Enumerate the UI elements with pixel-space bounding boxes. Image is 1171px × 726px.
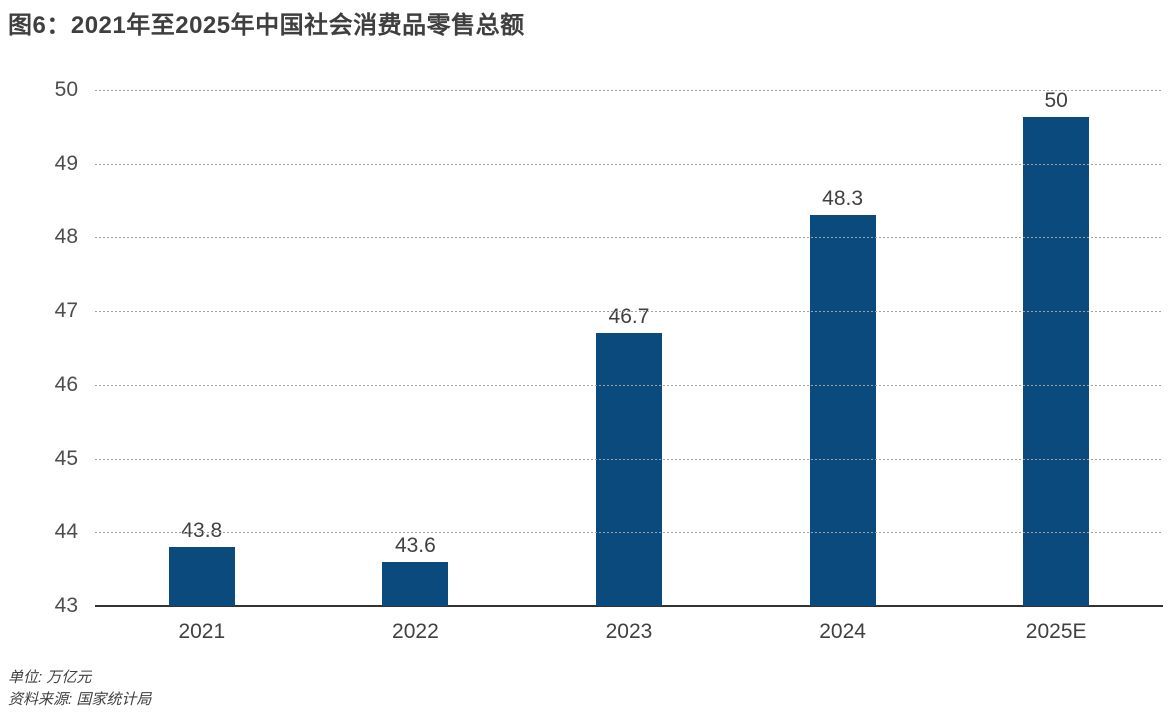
bars-row: 43.8 43.6 46.7 48.3 50 <box>95 90 1163 606</box>
chart-title: 图6：2021年至2025年中国社会消费品零售总额 <box>8 12 525 39</box>
x-axis-line <box>95 605 1163 607</box>
bar-slot: 43.8 <box>95 90 309 606</box>
bar <box>1023 117 1090 606</box>
x-tick-label: 2021 <box>178 620 226 643</box>
y-tick-label: 46 <box>54 372 78 396</box>
y-tick-label: 48 <box>54 225 78 249</box>
y-tick-label: 45 <box>54 446 78 470</box>
bar-slot: 43.6 <box>309 90 523 606</box>
x-axis: 2021 2022 2023 2024 2025E <box>95 620 1163 644</box>
x-tick-label: 2022 <box>392 620 439 643</box>
gridline <box>95 90 1163 91</box>
unit-note: 单位: 万亿元 <box>8 669 92 686</box>
y-tick-label: 47 <box>54 299 78 323</box>
chart-footnotes: 单位: 万亿元 资料来源: 国家统计局 <box>8 667 151 711</box>
gridline <box>95 532 1163 534</box>
x-tick-label: 2023 <box>605 620 653 643</box>
bar-value-label: 48.3 <box>822 187 864 211</box>
gridline <box>95 384 1163 386</box>
gridline <box>95 458 1163 460</box>
gridline <box>95 311 1163 313</box>
bar-slot: 48.3 <box>736 90 950 606</box>
bar <box>382 561 449 606</box>
y-tick-label: 43 <box>54 594 78 617</box>
x-tick-label: 2025E <box>1025 620 1087 643</box>
y-tick-label: 44 <box>54 520 78 544</box>
gridline <box>95 237 1163 239</box>
bar-slot: 46.7 <box>522 90 736 606</box>
x-tick-label: 2024 <box>819 620 866 643</box>
bar-value-label: 43.8 <box>181 519 223 543</box>
bar-value-label: 46.7 <box>608 305 650 329</box>
y-tick-label: 50 <box>54 78 78 101</box>
y-tick-label: 49 <box>54 151 78 175</box>
bar <box>168 547 235 606</box>
bar-value-label: 43.6 <box>394 533 436 557</box>
source-note: 资料来源: 国家统计局 <box>8 691 152 708</box>
plot-area: 43.8 43.6 46.7 48.3 50 <box>95 90 1163 607</box>
bar-value-label: 50 <box>1044 89 1068 112</box>
bar <box>809 215 876 606</box>
bar <box>595 333 662 606</box>
y-axis: 43 44 45 46 47 48 49 50 <box>0 79 78 617</box>
bar-slot: 50 <box>949 90 1163 606</box>
gridline <box>95 163 1163 165</box>
